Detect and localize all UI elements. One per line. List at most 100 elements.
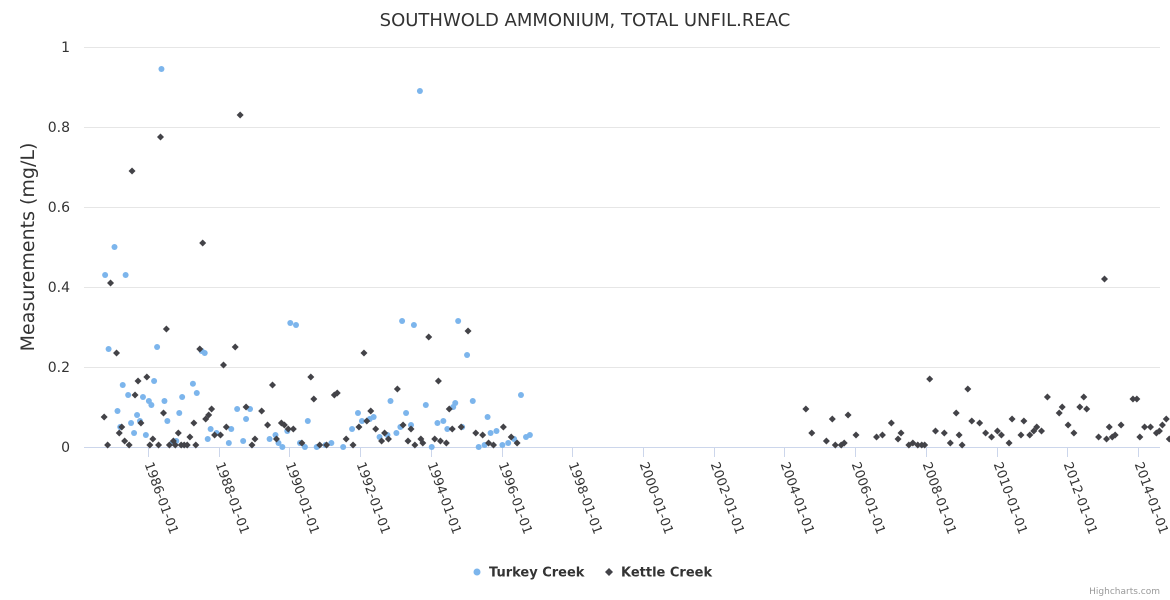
data-point[interactable]	[982, 429, 990, 437]
data-point[interactable]	[202, 415, 210, 423]
data-point[interactable]	[183, 441, 191, 449]
data-point[interactable]	[988, 433, 996, 441]
data-point[interactable]	[431, 435, 439, 443]
data-point[interactable]	[115, 429, 123, 437]
data-point[interactable]	[484, 414, 491, 420]
data-point[interactable]	[258, 407, 266, 415]
data-point[interactable]	[513, 439, 521, 447]
data-point[interactable]	[137, 419, 145, 427]
data-point[interactable]	[205, 411, 213, 419]
data-point[interactable]	[134, 412, 141, 418]
data-point[interactable]	[444, 426, 451, 432]
data-point[interactable]	[403, 410, 410, 416]
data-point[interactable]	[1111, 431, 1119, 439]
data-point[interactable]	[407, 425, 415, 433]
data-point[interactable]	[455, 318, 462, 324]
data-point[interactable]	[381, 429, 389, 437]
legend[interactable]: Turkey Creek Kettle Creek	[473, 566, 713, 581]
data-point[interactable]	[1133, 395, 1141, 403]
data-point[interactable]	[822, 437, 830, 445]
data-point[interactable]	[131, 430, 138, 436]
data-point[interactable]	[323, 441, 331, 449]
data-point[interactable]	[1033, 423, 1041, 431]
data-point[interactable]	[445, 405, 453, 413]
data-point[interactable]	[240, 438, 247, 444]
data-point[interactable]	[1095, 433, 1103, 441]
data-point[interactable]	[399, 421, 407, 429]
data-point[interactable]	[1103, 435, 1111, 443]
data-point[interactable]	[507, 433, 515, 441]
data-point[interactable]	[298, 439, 306, 447]
data-point[interactable]	[958, 441, 966, 449]
data-point[interactable]	[487, 430, 494, 436]
data-point[interactable]	[1155, 427, 1163, 435]
data-point[interactable]	[897, 429, 905, 437]
data-point[interactable]	[1026, 431, 1034, 439]
data-point[interactable]	[204, 436, 211, 442]
data-point[interactable]	[1080, 393, 1088, 401]
data-point[interactable]	[154, 344, 161, 350]
data-point[interactable]	[452, 400, 459, 406]
data-point[interactable]	[222, 423, 230, 431]
data-point[interactable]	[1105, 423, 1113, 431]
data-point[interactable]	[151, 378, 158, 384]
data-point[interactable]	[100, 413, 108, 421]
data-point[interactable]	[436, 437, 444, 445]
data-point[interactable]	[489, 441, 497, 449]
data-point[interactable]	[114, 408, 121, 414]
data-point[interactable]	[840, 439, 848, 447]
data-point[interactable]	[279, 444, 286, 450]
data-point[interactable]	[1058, 403, 1066, 411]
data-point[interactable]	[852, 431, 860, 439]
data-point[interactable]	[113, 349, 121, 357]
data-point[interactable]	[499, 442, 506, 448]
data-point[interactable]	[469, 398, 476, 404]
data-point[interactable]	[434, 420, 441, 426]
data-point[interactable]	[440, 418, 447, 424]
data-point[interactable]	[328, 440, 335, 446]
data-point[interactable]	[422, 402, 429, 408]
data-point[interactable]	[119, 382, 126, 388]
data-point[interactable]	[272, 435, 280, 443]
data-point[interactable]	[997, 431, 1005, 439]
data-point[interactable]	[952, 409, 960, 417]
data-point[interactable]	[448, 425, 456, 433]
data-point[interactable]	[393, 385, 401, 393]
data-point[interactable]	[1017, 431, 1025, 439]
data-point[interactable]	[236, 111, 244, 119]
data-point[interactable]	[393, 430, 400, 436]
data-point[interactable]	[931, 427, 939, 435]
data-point[interactable]	[399, 318, 406, 324]
data-point[interactable]	[199, 239, 207, 247]
data-point[interactable]	[1064, 421, 1072, 429]
data-point[interactable]	[505, 440, 512, 446]
data-point[interactable]	[372, 425, 380, 433]
data-point[interactable]	[472, 429, 480, 437]
data-point[interactable]	[111, 244, 118, 250]
data-point[interactable]	[102, 272, 109, 278]
data-point[interactable]	[186, 433, 194, 441]
data-point[interactable]	[128, 420, 135, 426]
data-point[interactable]	[1020, 417, 1028, 425]
data-point[interactable]	[367, 407, 375, 415]
data-point[interactable]	[316, 441, 324, 449]
data-point[interactable]	[220, 361, 228, 369]
data-point[interactable]	[354, 410, 361, 416]
data-point[interactable]	[207, 426, 214, 432]
data-point[interactable]	[340, 444, 347, 450]
data-point[interactable]	[844, 411, 852, 419]
data-point[interactable]	[1076, 403, 1084, 411]
data-point[interactable]	[171, 441, 179, 449]
data-point[interactable]	[1162, 415, 1170, 423]
data-point[interactable]	[828, 415, 836, 423]
data-point[interactable]	[1146, 423, 1154, 431]
data-point[interactable]	[268, 381, 276, 389]
data-point[interactable]	[878, 431, 886, 439]
data-point[interactable]	[121, 437, 129, 445]
data-point[interactable]	[266, 436, 273, 442]
legend-item-turkey-creek[interactable]: Turkey Creek	[473, 566, 585, 581]
data-point[interactable]	[1158, 421, 1166, 429]
data-point[interactable]	[831, 441, 839, 449]
data-point[interactable]	[148, 402, 155, 408]
data-point[interactable]	[410, 322, 417, 328]
